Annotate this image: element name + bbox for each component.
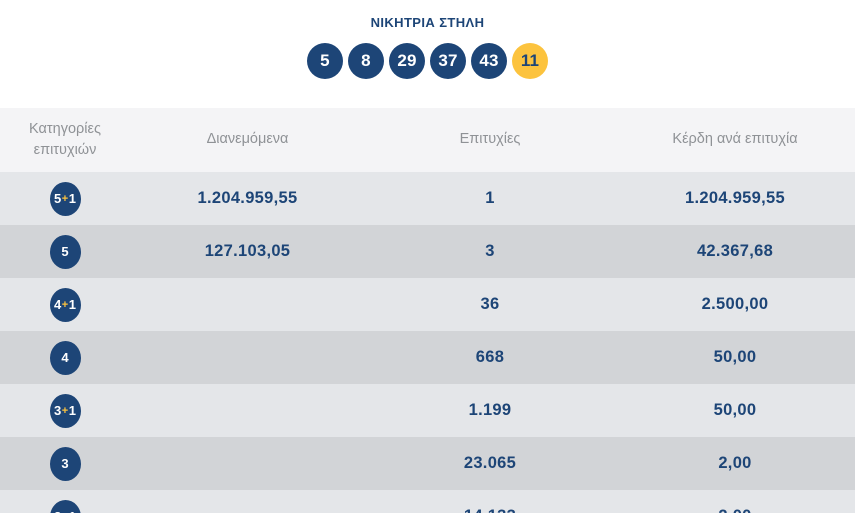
cell-per-win: 2,00 <box>718 507 751 513</box>
badge-digit: 2 <box>54 509 61 513</box>
cell-per-win: 1.204.959,55 <box>685 189 785 207</box>
badge-digit: 1 <box>68 191 76 206</box>
category-badge: 3 +1 <box>49 393 81 428</box>
category-badge: 5 +1 <box>49 181 81 216</box>
table-row: 4 +1 36 2.500,00 <box>0 278 855 331</box>
badge-digit: 4 <box>61 350 69 365</box>
cell-wins: 23.065 <box>463 454 517 472</box>
table-row: 4 668 50,00 <box>0 331 855 384</box>
cell-wins: 1 <box>485 189 495 207</box>
cell-wins: 14.133 <box>464 507 516 513</box>
cell-wins: 668 <box>475 348 505 366</box>
badge-digit: 5 <box>61 244 69 259</box>
cell-per-win: 42.367,68 <box>696 242 774 260</box>
results-table-body: 5 +1 1.204.959,55 1 1.204.959,55 5 127.10… <box>0 172 855 513</box>
category-badge: 5 <box>49 234 81 269</box>
winning-number-ball: 8 <box>348 43 384 79</box>
header-distributed-label: Διανεμόμενα <box>206 131 289 148</box>
cell-wins: 3 <box>485 242 495 260</box>
winning-number-ball: 37 <box>430 43 466 79</box>
winning-number-ball: 5 <box>307 43 343 79</box>
table-header-row: Κατηγορίες επιτυχιών Διανεμόμενα Επιτυχί… <box>0 108 855 172</box>
table-row: 3 +1 1.199 50,00 <box>0 384 855 437</box>
header-category: Κατηγορίες επιτυχιών <box>0 119 130 161</box>
category-badge: 3 <box>49 446 81 481</box>
cell-wins: 1.199 <box>468 401 512 419</box>
table-row: 3 23.065 2,00 <box>0 437 855 490</box>
cell-distributed: 127.103,05 <box>204 242 291 260</box>
winning-numbers-row: 5 8 29 37 43 11 <box>0 43 855 79</box>
badge-plus-sign: + <box>61 511 68 513</box>
badge-plus-sign: + <box>61 192 69 205</box>
cell-per-win: 2.500,00 <box>701 295 769 313</box>
badge-digit: 1 <box>68 403 76 418</box>
category-badge: 4 <box>49 340 81 375</box>
cell-per-win: 50,00 <box>713 348 757 366</box>
category-badge: 4 +1 <box>49 287 81 322</box>
badge-digit: 5 <box>54 191 62 206</box>
header-wins-label: Επιτυχίες <box>459 131 521 148</box>
table-row: 5 +1 1.204.959,55 1 1.204.959,55 <box>0 172 855 225</box>
cell-per-win: 2,00 <box>718 454 752 472</box>
cell-distributed: 1.204.959,55 <box>197 189 298 207</box>
winning-number-ball: 29 <box>389 43 425 79</box>
joker-number-ball: 11 <box>512 43 548 79</box>
header-per-win: Κέρδη ανά επιτυχία <box>615 129 855 150</box>
winning-column-section: ΝΙΚΗΤΡΙΑ ΣΤΗΛΗ 5 8 29 37 43 11 <box>0 0 855 108</box>
header-per-win-label: Κέρδη ανά επιτυχία <box>672 131 798 148</box>
cell-per-win: 50,00 <box>713 401 757 419</box>
table-row: 5 127.103,05 3 42.367,68 <box>0 225 855 278</box>
badge-digit: 1 <box>68 297 76 312</box>
cell-wins: 36 <box>480 295 500 313</box>
badge-digit: 4 <box>54 297 62 312</box>
header-wins: Επιτυχίες <box>365 129 615 150</box>
badge-digit: 3 <box>54 403 62 418</box>
badge-plus-sign: + <box>61 298 69 311</box>
table-row: 2+1 14.133 2,00 <box>0 490 855 513</box>
winning-number-ball: 43 <box>471 43 507 79</box>
header-category-label: Κατηγορίες επιτυχιών <box>29 120 101 158</box>
winning-column-title: ΝΙΚΗΤΡΙΑ ΣΤΗΛΗ <box>370 15 485 30</box>
prize-tiers-table: Κατηγορίες επιτυχιών Διανεμόμενα Επιτυχί… <box>0 108 855 513</box>
header-distributed: Διανεμόμενα <box>130 129 365 150</box>
badge-digit: 3 <box>61 456 69 471</box>
badge-plus-sign: + <box>61 404 69 417</box>
category-badge: 2+1 <box>49 499 81 513</box>
badge-digit: 1 <box>69 509 76 513</box>
